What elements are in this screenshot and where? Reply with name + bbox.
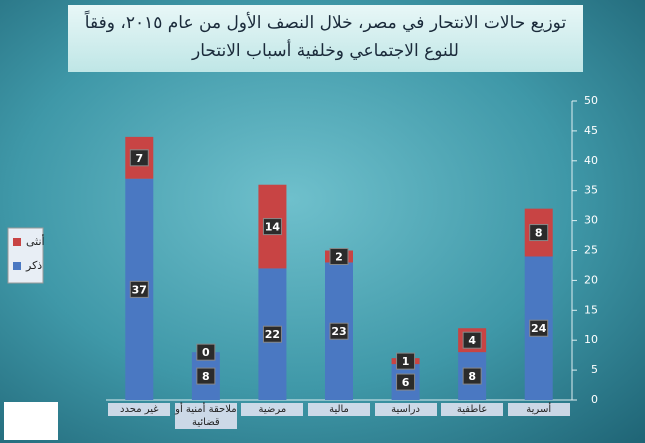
legend-label: أنثى	[26, 234, 45, 248]
data-label: 6	[402, 376, 410, 389]
data-label: 8	[468, 370, 476, 383]
y-tick-label: 0	[591, 393, 598, 406]
x-tick-label: عاطفية	[441, 403, 504, 416]
data-label: 8	[535, 227, 543, 240]
data-label: 7	[135, 152, 143, 165]
x-tick-label: مرضية	[241, 403, 304, 416]
data-label: 14	[265, 221, 281, 234]
y-tick-label: 50	[584, 94, 598, 107]
data-label: 8	[202, 370, 210, 383]
data-label-box	[329, 247, 349, 265]
data-label-box	[129, 280, 149, 298]
data-label-box	[396, 373, 416, 391]
data-label-box	[462, 367, 482, 385]
data-label: 4	[468, 334, 476, 347]
data-label-box	[262, 325, 282, 343]
y-tick-label: 25	[584, 244, 598, 257]
legend-label: ذكر	[25, 259, 42, 272]
x-tick-label: دراسية	[374, 403, 437, 416]
x-tick-label: غير محدد	[108, 403, 171, 416]
data-label-box	[529, 224, 549, 242]
data-label: 1	[402, 355, 410, 368]
data-label-box	[196, 367, 216, 385]
data-label-box	[129, 149, 149, 167]
legend-box	[7, 227, 44, 284]
data-label-box	[329, 322, 349, 340]
y-tick-label: 5	[591, 363, 598, 376]
data-label: 2	[335, 250, 343, 263]
legend-swatch	[13, 238, 21, 246]
data-label-box	[262, 218, 282, 236]
data-label-box	[396, 352, 416, 370]
data-label: 37	[132, 283, 147, 296]
y-tick-label: 30	[584, 214, 598, 227]
x-tick-label: ملاحقة أمنية أو قضائية	[174, 403, 237, 429]
data-label: 23	[331, 325, 346, 338]
chart-title: توزيع حالات الانتحار في مصر، خلال النصف …	[68, 5, 583, 72]
y-tick-label: 45	[584, 124, 598, 137]
x-tick-label: مالية	[308, 403, 370, 416]
data-label-box	[196, 343, 216, 361]
logo	[4, 402, 58, 440]
legend-swatch	[13, 262, 21, 270]
y-tick-label: 15	[584, 303, 598, 316]
x-tick-label: أسرية	[507, 403, 570, 416]
data-label-box	[529, 319, 549, 337]
y-tick-label: 40	[584, 154, 598, 167]
y-tick-label: 20	[584, 273, 598, 286]
y-tick-label: 10	[584, 333, 598, 346]
data-label: 22	[265, 328, 280, 341]
data-label: 0	[202, 346, 210, 359]
y-tick-label: 35	[584, 184, 598, 197]
data-label-box	[462, 331, 482, 349]
data-label: 24	[531, 322, 547, 335]
